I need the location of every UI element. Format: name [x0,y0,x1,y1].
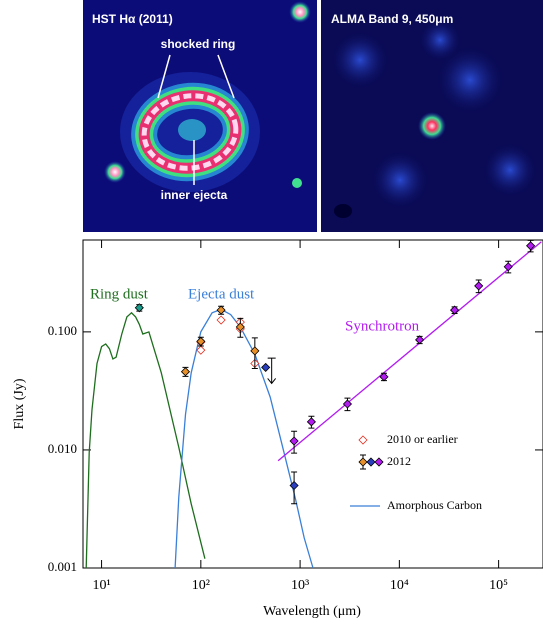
x-tick-label: 10⁴ [390,578,409,593]
y-axis-label: Flux (Jy) [12,378,27,429]
hst-panel: HST Hα (2011) shocked ring inner ejecta [83,0,317,232]
upper-limit [268,358,276,383]
legend-marker [375,458,383,466]
plot-frame [83,240,543,568]
x-tick-label: 10⁵ [489,578,508,593]
data-point [416,336,424,344]
legend-label: 2012 [387,454,411,468]
x-tick-label: 10³ [291,578,309,593]
curve-label: Ejecta dust [188,286,255,302]
figure: HST Hα (2011) shocked ring inner ejecta … [0,0,543,625]
y-tick-label: 0.010 [48,441,77,456]
legend-label: Amorphous Carbon [387,498,482,512]
data-point [217,316,225,324]
alma-panel: ALMA Band 9, 450μm [321,0,543,232]
legend-label: 2010 or earlier [387,432,458,446]
model-curve [86,313,205,568]
curve-label: Synchrotron [345,318,420,334]
panel-annotation: shocked ring [161,37,236,51]
panel-title: HST Hα (2011) [92,12,173,26]
curve-label: Ring dust [90,286,149,302]
y-tick-label: 0.001 [48,559,77,574]
data-point [307,418,315,426]
y-tick-label: 0.100 [48,323,77,338]
data-point [181,368,189,376]
panel-annotation: inner ejecta [161,188,228,202]
panel-title: ALMA Band 9, 450μm [331,12,453,26]
data-point [197,346,205,354]
data-point [217,306,225,314]
model-curve [278,242,541,461]
data-point [290,437,298,445]
data-point [504,263,512,271]
legend-marker [359,436,367,444]
data-point [380,373,388,381]
legend-marker [359,458,367,466]
x-tick-label: 10¹ [92,578,110,593]
page: {"panels": [ {"title": "HST Hα (2011)", … [0,0,543,625]
data-point [262,363,270,371]
legend-marker [367,458,375,466]
data-point [475,282,483,290]
x-tick-label: 10² [192,578,210,593]
x-axis-label: Wavelength (μm) [263,604,361,619]
